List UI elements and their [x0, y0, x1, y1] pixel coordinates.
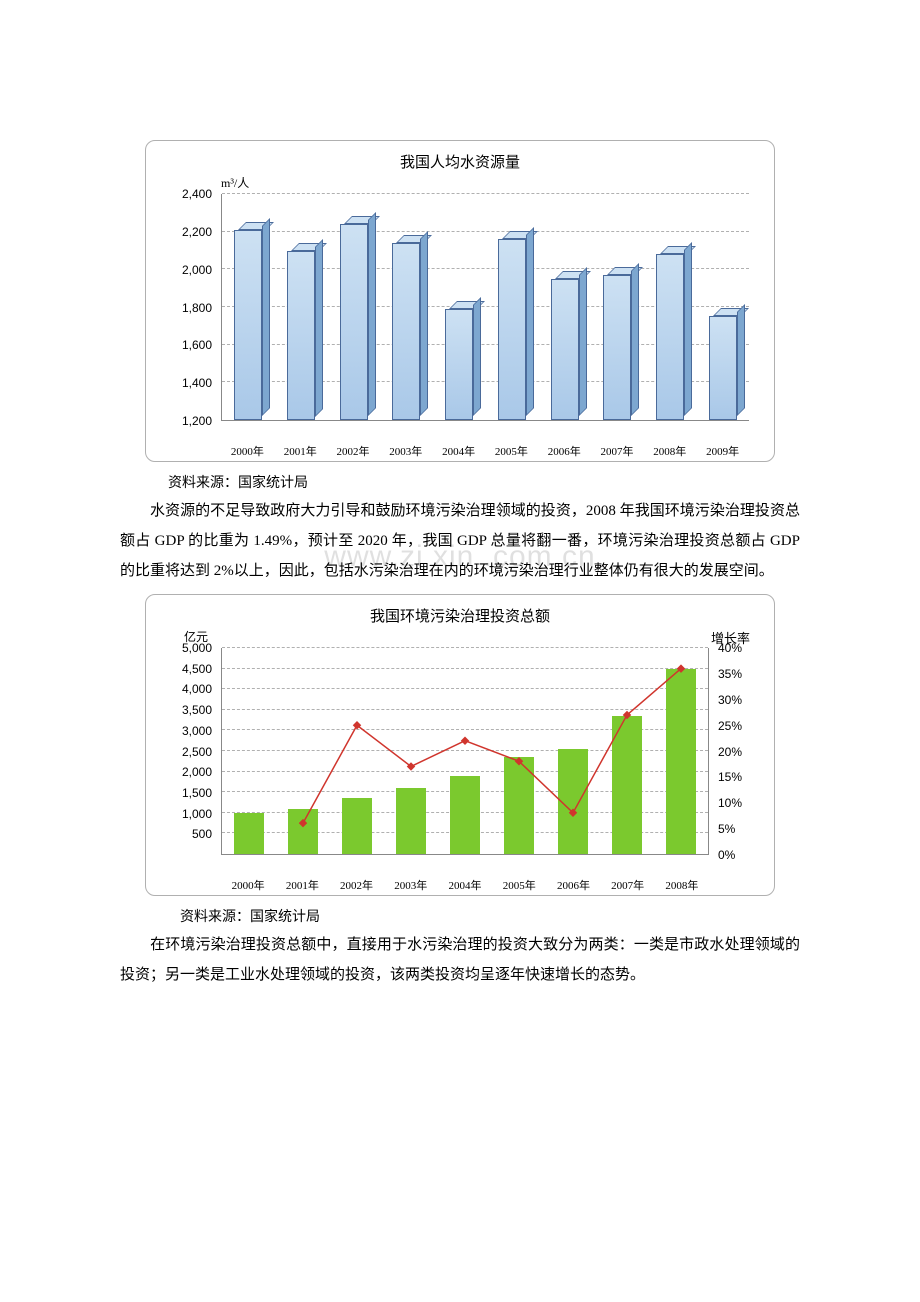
- chart1-title: 我国人均水资源量: [166, 151, 754, 172]
- chart1-frame: 我国人均水资源量 m³/人 1,2001,4001,6001,8002,0002…: [145, 140, 775, 462]
- chart1-bar: [709, 194, 737, 420]
- chart1-bar: [603, 194, 631, 420]
- chart2-area: 亿元 增长率 5001,0001,5002,0002,5003,0003,500…: [166, 630, 754, 885]
- paragraph-2: 在环境污染治理投资总额中，直接用于水污染治理的投资大致分为两类：一类是市政水处理…: [120, 930, 800, 990]
- chart1-bar: [498, 194, 526, 420]
- chart2-line: [222, 648, 708, 854]
- chart1-y-unit: m³/人: [221, 174, 249, 191]
- paragraph-1: 水资源的不足导致政府大力引导和鼓励环境污染治理领域的投资，2008 年我国环境污…: [120, 496, 800, 586]
- chart1-bar: [392, 194, 420, 420]
- chart1-y-labels: 1,2001,4001,6001,8002,0002,2002,400: [166, 194, 214, 421]
- chart1-bar: [340, 194, 368, 420]
- paragraph-1-text: 水资源的不足导致政府大力引导和鼓励环境污染治理领域的投资，2008 年我国环境污…: [120, 503, 800, 579]
- para1-wrap: 水资源的不足导致政府大力引导和鼓励环境污染治理领域的投资，2008 年我国环境污…: [120, 496, 800, 586]
- chart1-source: 资料来源：国家统计局: [168, 472, 800, 492]
- chart1-bar: [234, 194, 262, 420]
- chart1-bar: [287, 194, 315, 420]
- chart2-y-right-labels: 0%5%10%15%20%25%30%35%40%: [714, 648, 754, 855]
- chart2-y-left-labels: 5001,0001,5002,0002,5003,0003,5004,0004,…: [166, 648, 214, 855]
- chart2-frame: 我国环境污染治理投资总额 亿元 增长率 5001,0001,5002,0002,…: [145, 594, 775, 896]
- chart1-bar: [445, 194, 473, 420]
- chart1-plot: [221, 194, 749, 421]
- chart2-title: 我国环境污染治理投资总额: [166, 605, 754, 626]
- chart2-plot: [221, 648, 709, 855]
- paragraph-2-text: 在环境污染治理投资总额中，直接用于水污染治理的投资大致分为两类：一类是市政水处理…: [120, 937, 800, 983]
- chart2-source: 资料来源：国家统计局: [180, 906, 800, 926]
- chart1-bar: [551, 194, 579, 420]
- chart1-bar: [656, 194, 684, 420]
- chart1-area: m³/人 1,2001,4001,6001,8002,0002,2002,400…: [166, 176, 754, 451]
- page: 我国人均水资源量 m³/人 1,2001,4001,6001,8002,0002…: [0, 0, 920, 1058]
